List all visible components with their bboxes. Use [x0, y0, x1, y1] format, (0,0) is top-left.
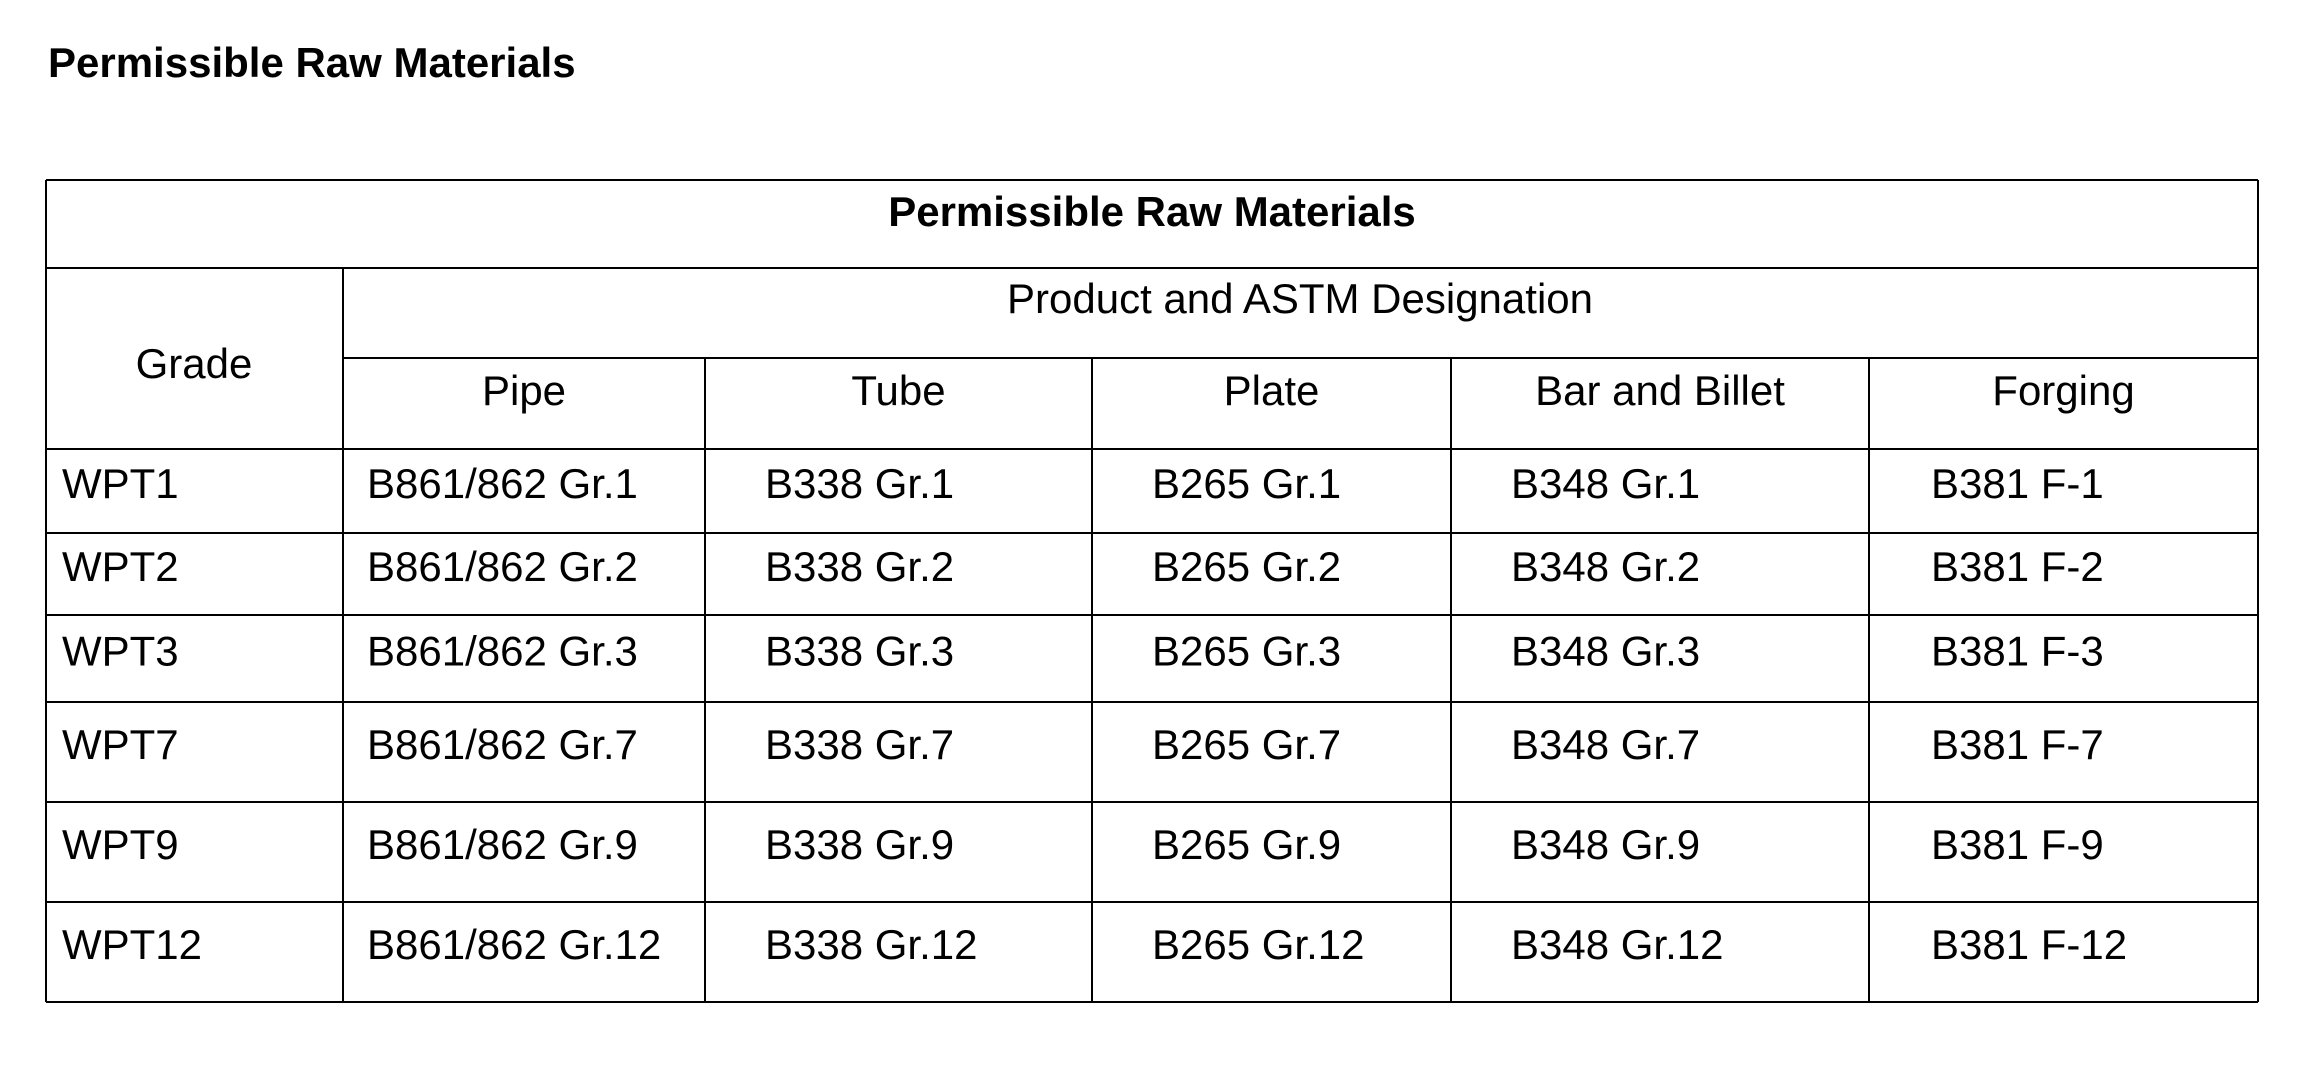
table-title: Permissible Raw Materials — [888, 188, 1416, 235]
material-cell: B338 Gr.2 — [765, 543, 954, 590]
material-cell: B338 Gr.3 — [765, 628, 954, 675]
material-cell: B265 Gr.2 — [1152, 543, 1341, 590]
material-cell: B381 F-1 — [1931, 460, 2104, 507]
material-cell: B381 F-3 — [1931, 628, 2104, 675]
material-cell: B265 Gr.9 — [1152, 821, 1341, 868]
material-cell: B348 Gr.7 — [1511, 721, 1700, 768]
material-cell: B381 F-9 — [1931, 821, 2104, 868]
material-cell: B338 Gr.9 — [765, 821, 954, 868]
material-cell: B265 Gr.3 — [1152, 628, 1341, 675]
material-cell: B338 Gr.12 — [765, 921, 977, 968]
grade-cell: WPT9 — [62, 821, 179, 868]
material-cell: B348 Gr.1 — [1511, 460, 1700, 507]
grade-cell: WPT7 — [62, 721, 179, 768]
material-cell: B861/862 Gr.7 — [367, 721, 638, 768]
material-cell: B348 Gr.2 — [1511, 543, 1700, 590]
material-cell: B348 Gr.9 — [1511, 821, 1700, 868]
material-cell: B348 Gr.3 — [1511, 628, 1700, 675]
material-cell: B861/862 Gr.1 — [367, 460, 638, 507]
column-header: Forging — [1992, 367, 2134, 414]
material-cell: B338 Gr.1 — [765, 460, 954, 507]
material-cell: B265 Gr.1 — [1152, 460, 1341, 507]
column-header: Tube — [851, 367, 945, 414]
column-header: Bar and Billet — [1535, 367, 1785, 414]
material-cell: B338 Gr.7 — [765, 721, 954, 768]
material-cell: B381 F-7 — [1931, 721, 2104, 768]
material-cell: B381 F-12 — [1931, 921, 2127, 968]
heading: Permissible Raw Materials — [48, 39, 576, 86]
material-cell: B381 F-2 — [1931, 543, 2104, 590]
group-header: Product and ASTM Designation — [1007, 275, 1593, 322]
material-cell: B861/862 Gr.3 — [367, 628, 638, 675]
table-borders — [45, 179, 2259, 1003]
grade-cell: WPT2 — [62, 543, 179, 590]
material-cell: B348 Gr.12 — [1511, 921, 1723, 968]
grade-cell: WPT12 — [62, 921, 202, 968]
material-cell: B861/862 Gr.2 — [367, 543, 638, 590]
material-cell: B265 Gr.7 — [1152, 721, 1341, 768]
column-header: Plate — [1224, 367, 1320, 414]
grade-cell: WPT1 — [62, 460, 179, 507]
column-header: Pipe — [482, 367, 566, 414]
grade-cell: WPT3 — [62, 628, 179, 675]
grade-header: Grade — [136, 340, 253, 387]
material-cell: B265 Gr.12 — [1152, 921, 1364, 968]
material-cell: B861/862 Gr.9 — [367, 821, 638, 868]
material-cell: B861/862 Gr.12 — [367, 921, 661, 968]
